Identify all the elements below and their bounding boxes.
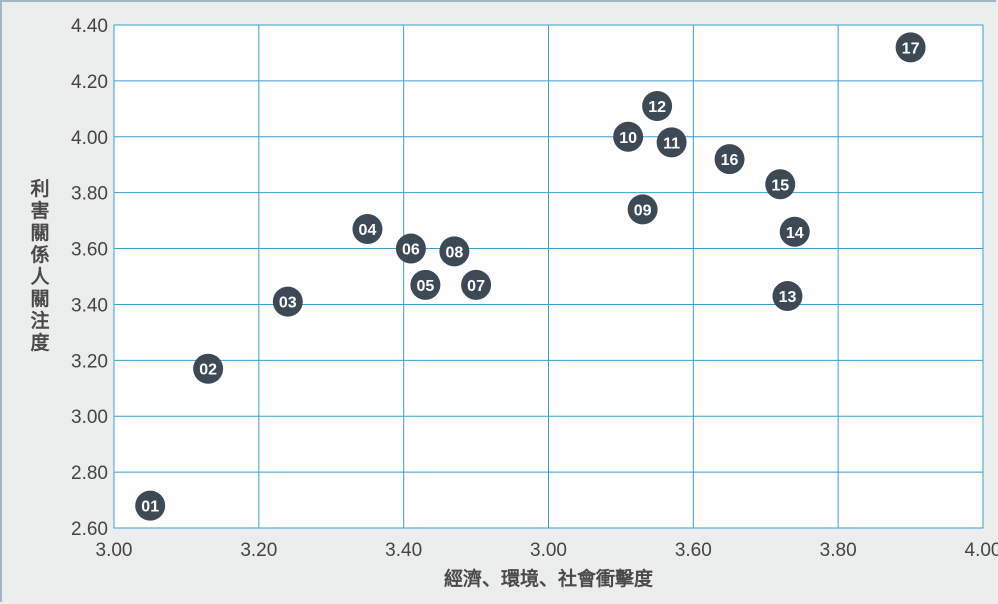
data-point-17: 17 — [895, 32, 926, 63]
data-point-04: 04 — [352, 213, 383, 244]
data-point-marker — [656, 127, 687, 158]
data-point-marker — [714, 144, 745, 175]
y-tick-label: 2.80 — [71, 463, 108, 484]
x-tick-label: 3.60 — [675, 540, 712, 561]
y-tick-label: 4.00 — [71, 128, 108, 149]
data-point-label: 15 — [771, 177, 789, 194]
x-tick-labels: 3.00 3.20 3.40 3.00 3.60 3.80 4.00 — [96, 540, 998, 561]
data-point-marker — [772, 281, 803, 312]
y-axis-title-char: 關 — [30, 222, 49, 244]
data-point-11: 11 — [656, 127, 687, 158]
data-point-14: 14 — [779, 216, 810, 247]
data-point-label: 10 — [619, 130, 637, 147]
x-tick-label: 3.40 — [385, 540, 422, 561]
data-point-label: 05 — [416, 278, 434, 295]
data-point-marker — [627, 194, 658, 225]
data-point-marker — [613, 121, 644, 152]
data-point-label: 07 — [467, 278, 485, 295]
data-point-09: 09 — [627, 194, 658, 225]
data-point-label: 01 — [141, 499, 159, 516]
data-point-marker — [439, 236, 470, 267]
y-axis-title-char: 度 — [30, 331, 50, 354]
y-axis-title-char: 人 — [30, 266, 50, 288]
data-point-marker — [135, 490, 166, 521]
data-point-marker — [272, 286, 303, 317]
y-axis-title-char: 注 — [30, 309, 49, 332]
y-tick-label: 3.00 — [71, 407, 108, 428]
data-point-label: 14 — [786, 225, 804, 242]
data-point-marker — [410, 269, 441, 300]
y-tick-label: 3.60 — [71, 240, 108, 261]
data-point-08: 08 — [439, 236, 470, 267]
y-tick-label: 4.20 — [71, 72, 108, 93]
y-tick-label: 3.40 — [71, 295, 108, 316]
y-axis-title-char: 害 — [30, 199, 49, 222]
data-point-06: 06 — [395, 233, 426, 264]
data-point-16: 16 — [714, 144, 745, 175]
data-point-marker — [461, 269, 492, 300]
x-tick-label: 4.00 — [965, 540, 998, 561]
data-point-label: 06 — [402, 242, 420, 259]
data-point-marker — [765, 169, 796, 200]
data-point-label: 16 — [721, 152, 739, 169]
y-tick-label: 3.20 — [71, 351, 108, 372]
data-point-10: 10 — [613, 121, 644, 152]
y-tick-label: 2.60 — [71, 519, 108, 540]
data-point-label: 12 — [648, 99, 666, 116]
data-point-13: 13 — [772, 281, 803, 312]
data-point-01: 01 — [135, 490, 166, 521]
data-point-marker — [352, 213, 383, 244]
data-point-15: 15 — [765, 169, 796, 200]
data-point-label: 11 — [663, 135, 680, 152]
grid-lines — [113, 24, 984, 529]
data-point-label: 02 — [199, 362, 217, 379]
data-point-marker — [193, 353, 224, 384]
x-tick-label: 3.00 — [530, 540, 567, 561]
data-point-marker — [642, 91, 673, 122]
data-point-marker — [895, 32, 926, 63]
x-tick-label: 3.00 — [96, 540, 133, 561]
data-point-03: 03 — [272, 286, 303, 317]
data-point-05: 05 — [410, 269, 441, 300]
y-axis-title-char: 關 — [30, 288, 49, 310]
x-axis-title: 經濟、環境、社會衝擊度 — [444, 567, 654, 590]
data-point-label: 08 — [445, 244, 463, 261]
data-point-label: 04 — [359, 222, 377, 239]
data-point-marker — [779, 216, 810, 247]
y-tick-label: 4.40 — [71, 16, 108, 37]
x-tick-label: 3.20 — [240, 540, 277, 561]
y-tick-labels: 2.60 2.80 3.00 3.20 3.40 3.60 3.80 4.00 4.20 4.40 — [71, 16, 108, 540]
data-point-label: 13 — [779, 289, 797, 306]
y-axis-title-char: 利 — [30, 178, 49, 200]
y-tick-label: 3.80 — [71, 184, 108, 205]
data-point-label: 03 — [279, 295, 297, 312]
data-point-label: 17 — [902, 40, 920, 57]
data-point-label: 09 — [634, 202, 652, 219]
data-point-02: 02 — [193, 353, 224, 384]
data-point-12: 12 — [642, 91, 673, 122]
data-point-marker — [395, 233, 426, 264]
y-axis-title-char: 係 — [30, 243, 49, 266]
data-point-07: 07 — [461, 269, 492, 300]
x-tick-label: 3.80 — [820, 540, 857, 561]
